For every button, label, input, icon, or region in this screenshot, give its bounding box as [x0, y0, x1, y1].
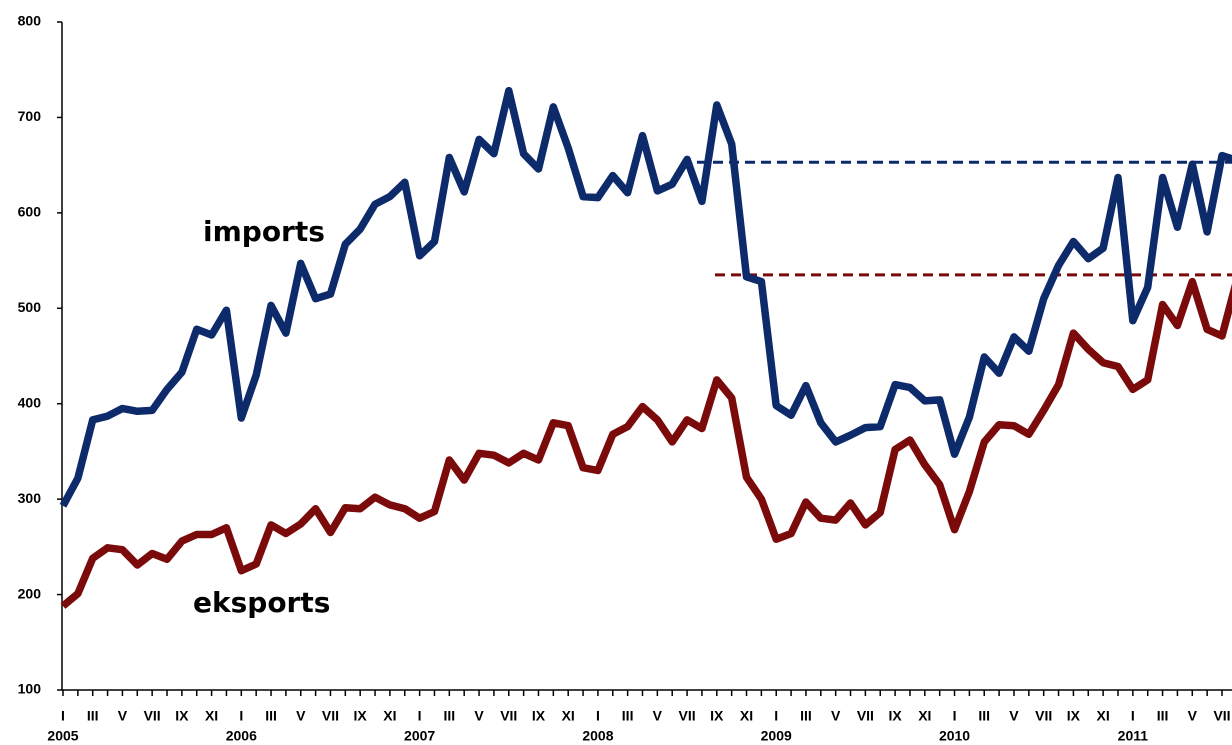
x-tick-label: I	[418, 708, 422, 724]
x-tick-label: XI	[205, 708, 218, 724]
x-tick-label: I	[239, 708, 243, 724]
series-line	[59, 86, 1232, 508]
x-tick-label: XI	[918, 708, 931, 724]
x-tick-label: VII	[500, 708, 517, 724]
x-tick-label: III	[622, 708, 634, 724]
year-label: 2005	[47, 728, 78, 744]
x-tick-label: IX	[175, 708, 189, 724]
x-tick-label: I	[953, 708, 957, 724]
y-tick-label: 100	[18, 681, 42, 697]
x-tick-label: III	[87, 708, 99, 724]
x-tick-label: III	[1157, 708, 1169, 724]
x-tick-label: XI	[562, 708, 575, 724]
x-tick-label: I	[1131, 708, 1135, 724]
x-tick-label: IX	[888, 708, 902, 724]
x-tick-label: VII	[1035, 708, 1052, 724]
x-tick-label: IX	[710, 708, 724, 724]
x-tick-label: IX	[532, 708, 546, 724]
series-label: imports	[203, 215, 325, 248]
x-tick-label: XI	[383, 708, 396, 724]
x-tick-label: VII	[322, 708, 339, 724]
y-tick-label: 300	[18, 490, 42, 506]
year-label: 2010	[939, 728, 970, 744]
y-tick-label: 200	[18, 585, 42, 601]
x-tick-label: III	[443, 708, 455, 724]
x-tick-label: V	[653, 708, 663, 724]
x-tick-label: III	[978, 708, 990, 724]
x-tick-label: XI	[1097, 708, 1110, 724]
y-tick-label: 600	[18, 204, 42, 220]
x-tick-label: VII	[679, 708, 696, 724]
year-label: 2011	[1118, 728, 1149, 744]
x-tick-label: IX	[1067, 708, 1081, 724]
x-tick-label: I	[596, 708, 600, 724]
x-tick-label: VII	[1213, 708, 1230, 724]
y-tick-label: 400	[18, 394, 42, 410]
series-line	[60, 277, 1232, 609]
x-tick-label: I	[774, 708, 778, 724]
y-tick-label: 800	[18, 13, 42, 29]
series-label: eksports	[193, 586, 330, 619]
x-tick-label: V	[1188, 708, 1198, 724]
x-tick-label: III	[800, 708, 812, 724]
year-label: 2009	[761, 728, 792, 744]
year-label: 2006	[226, 728, 257, 744]
y-tick-label: 500	[18, 299, 42, 315]
y-tick-label: 700	[18, 108, 42, 124]
x-tick-label: I	[61, 708, 65, 724]
year-label: 2008	[582, 728, 613, 744]
year-label: 2007	[404, 728, 435, 744]
x-tick-label: VII	[144, 708, 161, 724]
x-tick-label: V	[296, 708, 306, 724]
x-tick-label: V	[831, 708, 841, 724]
x-tick-label: V	[1009, 708, 1019, 724]
x-tick-label: V	[118, 708, 128, 724]
x-tick-label: III	[265, 708, 277, 724]
x-tick-label: VII	[857, 708, 874, 724]
x-tick-label: XI	[740, 708, 753, 724]
x-tick-label: IX	[354, 708, 368, 724]
x-tick-label: V	[474, 708, 484, 724]
